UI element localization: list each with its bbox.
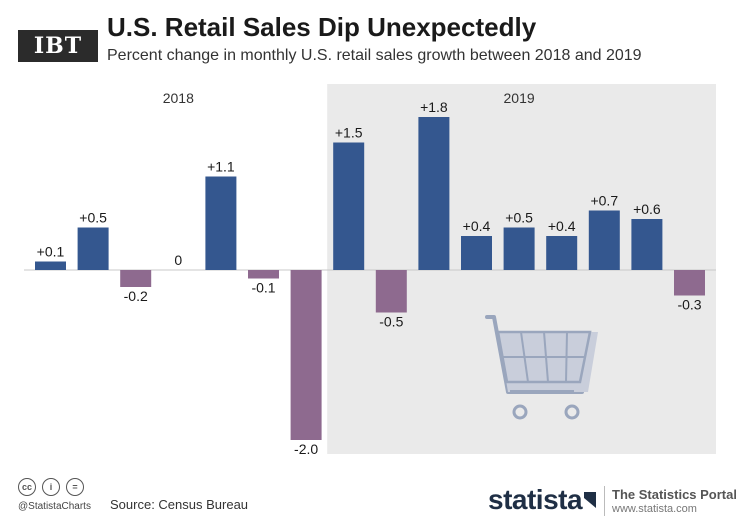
bar-0 [35, 261, 66, 270]
data-label-1: +0.5 [79, 210, 107, 226]
portal-name: The Statistics Portal [612, 487, 736, 502]
data-label-13: +0.7 [590, 193, 618, 209]
statista-handle: @StatistaCharts [18, 501, 91, 512]
statista-logo: statista [488, 484, 583, 515]
chart-subtitle: Percent change in monthly U.S. retail sa… [107, 47, 642, 64]
data-label-3: 0 [174, 252, 182, 268]
attribution-icon: i [42, 478, 60, 496]
data-label-7: +1.5 [335, 125, 363, 141]
data-label-0: +0.1 [37, 244, 65, 260]
data-label-9: +1.8 [420, 99, 448, 115]
bar-13 [588, 210, 620, 270]
data-label-10: +0.4 [463, 218, 491, 234]
group-label-2018: 2018 [163, 90, 194, 106]
ibt-logo: IBT [18, 30, 98, 62]
bar-6 [290, 270, 322, 440]
statista-mark-icon [584, 492, 596, 508]
bar-8 [375, 270, 407, 313]
data-label-2: -0.2 [124, 288, 148, 304]
license-icons: cc i = [18, 478, 84, 496]
bar-4 [205, 176, 237, 270]
data-label-12: +0.4 [548, 218, 576, 234]
data-label-6: -2.0 [294, 441, 318, 457]
bar-14 [631, 219, 663, 270]
data-label-8: -0.5 [379, 314, 403, 330]
data-label-15: -0.3 [677, 297, 701, 313]
creative-commons-icon: cc [18, 478, 36, 496]
bar-15 [674, 270, 705, 296]
bar-5 [248, 270, 279, 279]
bar-12 [546, 236, 578, 270]
bar-11 [503, 227, 535, 270]
bar-10 [461, 236, 492, 270]
footer-divider [604, 486, 605, 516]
bar-2 [120, 270, 152, 287]
source-note: Source: Census Bureau [110, 497, 249, 512]
chart-title: U.S. Retail Sales Dip Unexpectedly [107, 12, 537, 42]
bar-9 [418, 117, 450, 270]
no-derivatives-icon: = [66, 478, 84, 496]
bar-1 [77, 227, 109, 270]
group-label-2019: 2019 [504, 90, 535, 106]
data-label-11: +0.5 [505, 210, 533, 226]
data-label-5: -0.1 [251, 280, 275, 296]
data-label-14: +0.6 [633, 201, 661, 217]
shopping-cart-icon [485, 315, 598, 420]
bar-7 [333, 142, 365, 270]
portal-url: www.statista.com [612, 503, 697, 515]
data-label-4: +1.1 [207, 159, 235, 175]
